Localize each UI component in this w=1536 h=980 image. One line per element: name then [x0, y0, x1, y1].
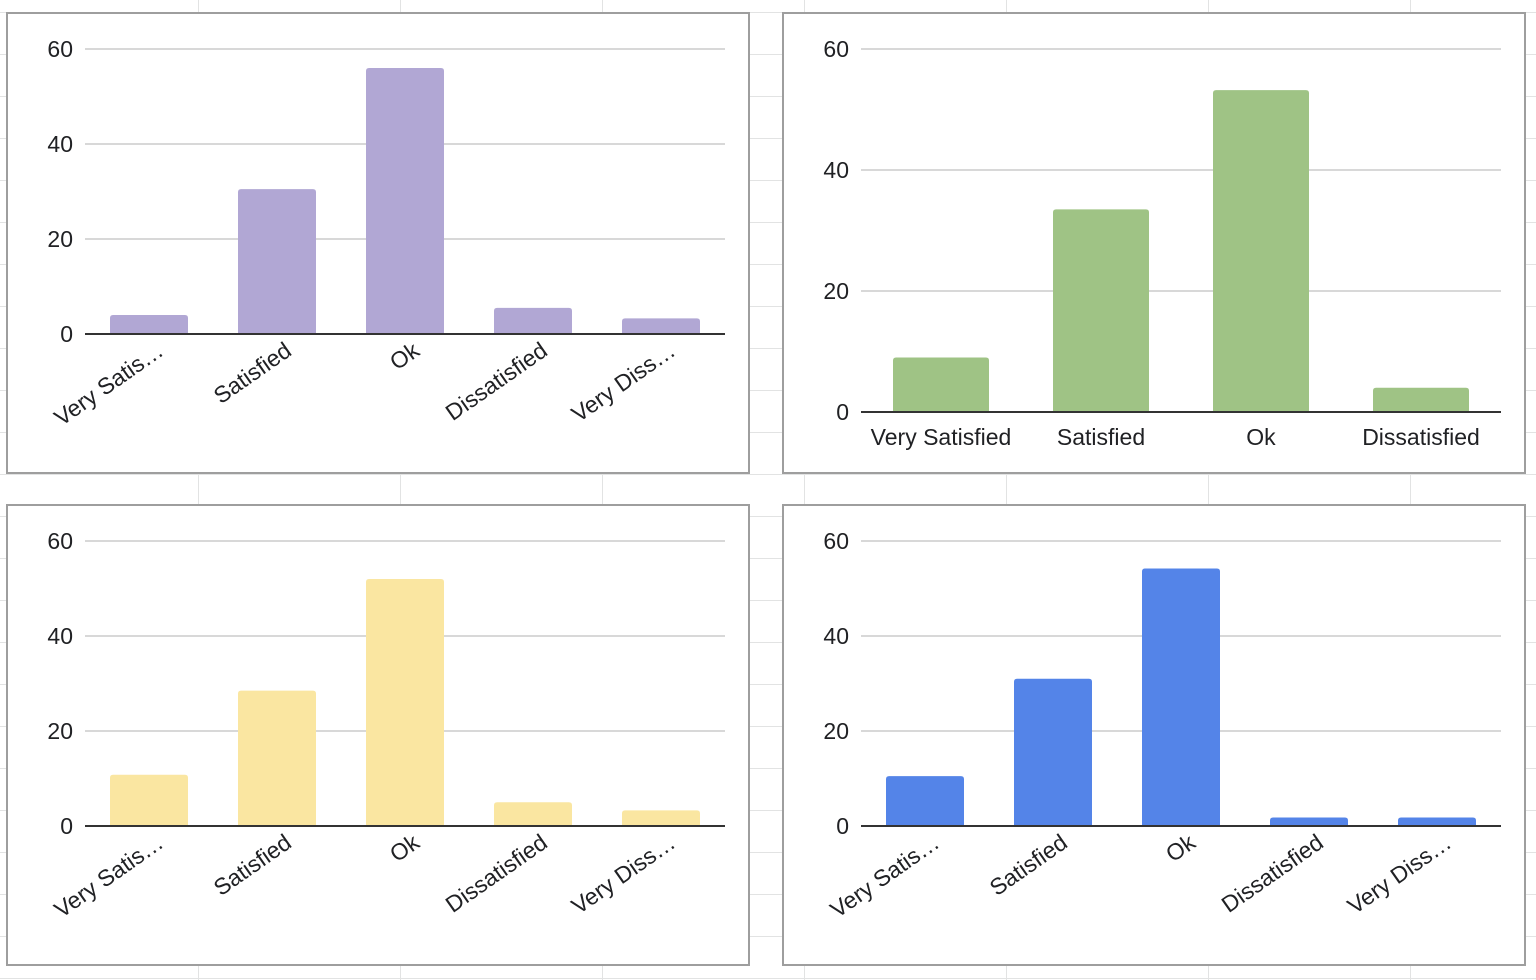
- bar: [494, 307, 572, 334]
- x-tick-label: Dissatisfied: [441, 337, 552, 426]
- x-tick-label: Satisfied: [209, 337, 296, 409]
- bar: [886, 776, 964, 826]
- bar: [238, 690, 316, 826]
- x-tick-label: Very Diss…: [567, 337, 680, 427]
- bar: [622, 810, 700, 826]
- y-tick-label: 0: [60, 813, 73, 839]
- bar: [494, 802, 572, 826]
- x-tick-label: Very Satis…: [49, 829, 168, 923]
- x-tick-label: Very Satis…: [49, 337, 168, 431]
- bar-chart-svg: 0 20 40 60 Very Satis… Satisfied Ok Dissatisfie…: [47, 528, 725, 923]
- chart-bottom-left[interactable]: 0 20 40 60 Very Satis… Satisfied Ok Dissatisfie…: [6, 504, 750, 966]
- x-tick-label: Ok: [1161, 829, 1200, 867]
- x-tick-label: Dissatisfied: [1217, 829, 1328, 918]
- y-tick-label: 60: [823, 528, 849, 554]
- bar: [1014, 678, 1092, 826]
- y-tick-label: 0: [836, 399, 849, 425]
- x-tick-label: Satisfied: [209, 829, 296, 901]
- y-tick-label: 0: [60, 321, 73, 347]
- y-tick-label: 40: [47, 131, 73, 157]
- y-tick-label: 20: [47, 718, 73, 744]
- y-tick-label: 60: [47, 36, 73, 62]
- bar: [1053, 209, 1149, 412]
- x-tick-label: Ok: [385, 337, 424, 375]
- bar: [366, 579, 444, 826]
- bar: [110, 315, 188, 334]
- y-tick-label: 40: [823, 623, 849, 649]
- y-tick-label: 40: [47, 623, 73, 649]
- x-tick-label: Dissatisfied: [1362, 424, 1480, 450]
- x-tick-label: Dissatisfied: [441, 829, 552, 918]
- bar: [1270, 817, 1348, 826]
- bar: [1142, 568, 1220, 826]
- chart-bottom-right[interactable]: 0 20 40 60 Very Satis… Satisfied Ok Dissatisfie…: [782, 504, 1526, 966]
- x-tick-label: Ok: [1246, 424, 1276, 450]
- x-tick-label: Ok: [385, 829, 424, 867]
- y-tick-label: 20: [823, 718, 849, 744]
- x-tick-label: Satisfied: [1057, 424, 1145, 450]
- y-tick-label: 20: [47, 226, 73, 252]
- x-tick-label: Very Diss…: [567, 829, 680, 919]
- y-tick-label: 60: [823, 36, 849, 62]
- bar-chart-svg: 0 20 40 60 Very Satis… Satisfied Ok Dissatisfie…: [823, 528, 1501, 923]
- bar-chart-svg: 0 20 40 60 Very Satis… Satisfied Ok Dissatisfie…: [47, 36, 725, 431]
- bar: [1213, 90, 1309, 412]
- chart-top-left[interactable]: 0 20 40 60 Very Satis… Satisfied Ok Dissatisfie…: [6, 12, 750, 474]
- bar: [110, 774, 188, 826]
- bar: [622, 318, 700, 334]
- bar: [238, 189, 316, 334]
- bar: [366, 68, 444, 334]
- bar: [893, 357, 989, 412]
- bar: [1398, 817, 1476, 826]
- y-tick-label: 20: [823, 278, 849, 304]
- x-tick-label: Very Satisfied: [871, 424, 1012, 450]
- bar-chart-svg: 0 20 40 60 Very Satisfied Satisfied Ok Dissatis…: [823, 36, 1501, 450]
- bar: [1373, 387, 1469, 412]
- x-tick-label: Very Satis…: [825, 829, 944, 923]
- y-tick-label: 40: [823, 157, 849, 183]
- x-tick-label: Satisfied: [985, 829, 1072, 901]
- y-tick-label: 60: [47, 528, 73, 554]
- chart-top-right[interactable]: 0 20 40 60 Very Satisfied Satisfied Ok Dissatis…: [782, 12, 1526, 474]
- y-tick-label: 0: [836, 813, 849, 839]
- x-tick-label: Very Diss…: [1343, 829, 1456, 919]
